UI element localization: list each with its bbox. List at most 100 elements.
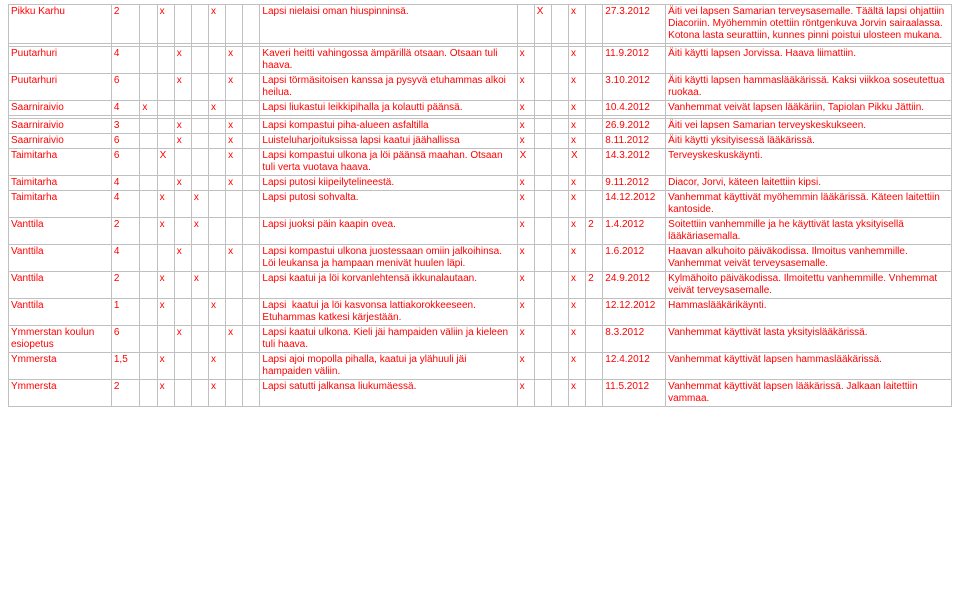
cell-text: 14.3.2012 [605,150,650,161]
table-cell [551,353,568,380]
table-cell [208,119,225,134]
cell-text: Äiti käytti yksityisessä lääkärissä. [668,135,815,146]
cell-text: 2 [588,273,594,284]
table-cell [534,272,551,299]
cell-text: Lapsi satutti jalkansa liukumäessä. [262,381,416,392]
cell-text: x [571,354,576,365]
table-cell: x [517,134,534,149]
cell-text: x [571,6,576,17]
cell-text: x [571,273,576,284]
table-cell [226,218,243,245]
table-cell: x [517,101,534,116]
table-cell [586,74,603,101]
cell-text: Vanhemmat käyttivät lapsen lääkärissä. J… [668,381,920,404]
table-cell [174,149,191,176]
table-cell [586,191,603,218]
table-cell: 8.3.2012 [603,326,666,353]
cell-text: Puutarhuri [11,75,57,86]
table-cell [191,299,208,326]
table-cell: x [208,353,225,380]
table-cell: x [569,101,586,116]
table-cell: Kylmähoito päiväkodissa. Ilmoitettu vanh… [666,272,952,299]
table-cell: Äiti vei lapsen Samarian terveysasemalle… [666,5,952,44]
cell-text: Äiti käytti lapsen Jorvissa. Haava liima… [668,48,856,59]
table-cell [226,101,243,116]
table-cell [208,74,225,101]
cell-text: x [520,120,525,131]
table-cell [140,47,157,74]
table-cell: x [569,299,586,326]
table-cell: x [517,272,534,299]
table-cell [208,47,225,74]
table-cell: x [226,326,243,353]
table-row: Saarniraivio3xxLapsi kompastui piha-alue… [9,119,952,134]
table-cell [243,74,260,101]
table-cell: Saarniraivio [9,119,112,134]
table-cell: Lapsi nielaisi oman hiuspinninsä. [260,5,517,44]
table-cell [586,119,603,134]
cell-text: 26.9.2012 [605,120,650,131]
table-cell: X [569,149,586,176]
table-cell [174,191,191,218]
cell-text: x [520,177,525,188]
cell-text: Soitettiin vanhemmille ja he käyttivät l… [668,219,906,242]
cell-text: Taimitarha [11,177,57,188]
cell-text: x [194,219,199,230]
table-cell [586,47,603,74]
table-cell: Lapsi putosi sohvalta. [260,191,517,218]
cell-text: x [571,177,576,188]
table-cell: x [569,119,586,134]
table-cell: x [157,272,174,299]
table-cell [534,218,551,245]
table-cell: Ymmersta [9,380,112,407]
table-cell [551,380,568,407]
table-cell: Saarniraivio [9,101,112,116]
table-cell [174,380,191,407]
table-cell: Lapsi ajoi mopolla pihalla, kaatui ja yl… [260,353,517,380]
table-cell: 4 [111,245,140,272]
table-cell: 6 [111,134,140,149]
cell-text: x [228,48,233,59]
table-cell: Vanhemmat käyttivät lasta yksityislääkär… [666,326,952,353]
table-cell [586,380,603,407]
table-cell [140,353,157,380]
cell-text: x [520,300,525,311]
cell-text: x [160,192,165,203]
cell-text: x [160,6,165,17]
cell-text: x [211,300,216,311]
cell-text: x [520,246,525,257]
table-cell: x [157,218,174,245]
table-cell: x [569,74,586,101]
table-cell: x [517,353,534,380]
table-cell: x [517,176,534,191]
table-cell: 24.9.2012 [603,272,666,299]
cell-text: x [194,273,199,284]
table-cell: x [191,218,208,245]
table-cell: x [569,5,586,44]
table-cell [208,272,225,299]
table-cell [534,101,551,116]
cell-text: Kaveri heitti vahingossa ämpärillä otsaa… [262,48,500,71]
table-cell: X [534,5,551,44]
cell-text: X [520,150,527,161]
table-cell [191,149,208,176]
table-cell: Äiti vei lapsen Samarian terveyskeskukse… [666,119,952,134]
table-cell [534,191,551,218]
table-cell: 4 [111,47,140,74]
table-cell [140,74,157,101]
table-cell [191,380,208,407]
table-row: Vanttila4xxLapsi kompastui ulkona juoste… [9,245,952,272]
cell-text: x [520,354,525,365]
table-cell [551,176,568,191]
table-cell [534,326,551,353]
incident-table: Pikku Karhu2xxLapsi nielaisi oman hiuspi… [8,4,952,407]
cell-text: x [228,135,233,146]
cell-text: x [571,327,576,338]
table-cell [534,119,551,134]
table-cell: x [569,380,586,407]
table-cell: Diacor, Jorvi, käteen laitettiin kipsi. [666,176,952,191]
cell-text: Ymmerstan koulun esiopetus [11,327,97,350]
table-cell [243,272,260,299]
table-cell: x [157,353,174,380]
table-cell: Lapsi juoksi päin kaapin ovea. [260,218,517,245]
